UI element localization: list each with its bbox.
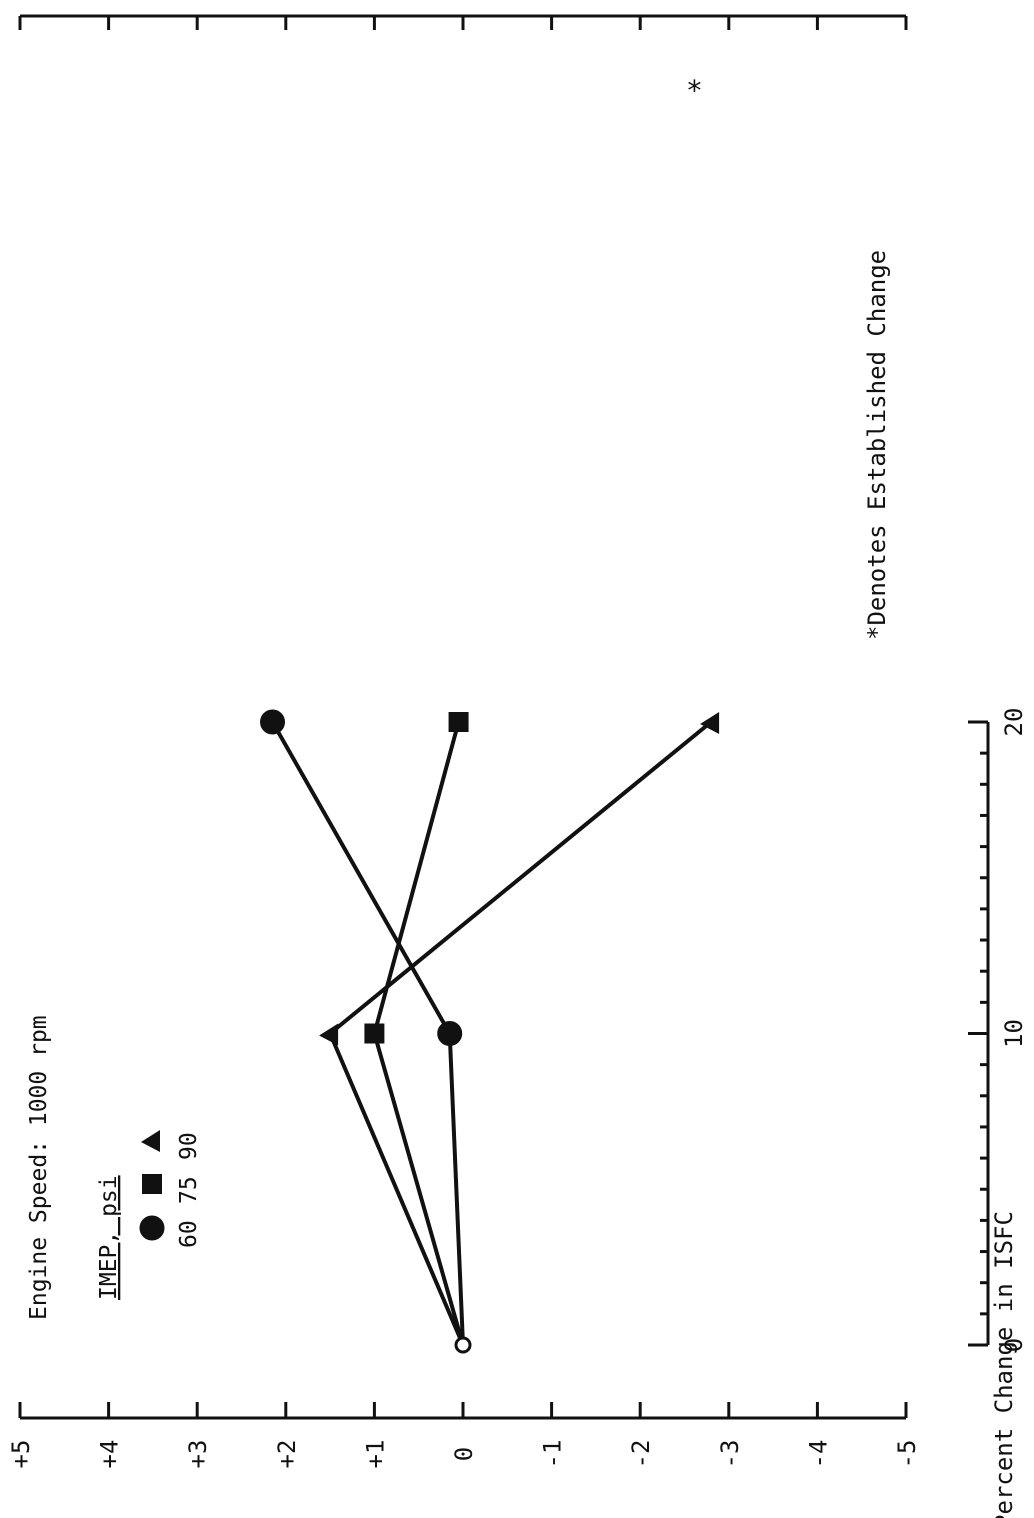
legend-label-60: 60 — [176, 1220, 202, 1248]
legend-marker-90 — [141, 1130, 160, 1152]
y-axis-label: Percent Change in ISFC — [990, 1211, 1018, 1518]
legend-title: IMEP, psi — [96, 1175, 122, 1300]
series-60 — [260, 709, 465, 1347]
data-point-75-20 — [448, 712, 469, 732]
value-tick-label: 0 — [450, 1447, 478, 1461]
x-tick-label: 20 — [1000, 708, 1028, 737]
legend-marker-75 — [142, 1174, 162, 1194]
axes: +5 +4 +3 +2 +1 0 -1 -2 -3 -4 -5 0 10 20 — [7, 14, 1028, 1469]
legend: 60 75 90 — [139, 1130, 202, 1248]
value-tick-label: -1 — [539, 1440, 567, 1469]
value-tick-label: +1 — [361, 1440, 389, 1469]
legend-marker-60 — [139, 1215, 165, 1241]
footnote: *Denotes Established Change — [863, 250, 891, 640]
annotation-title: Engine Speed: 1000 rpm — [26, 1015, 52, 1320]
legend-label-90: 90 — [176, 1132, 202, 1160]
data-point-75-10 — [364, 1023, 385, 1044]
data-point-60-10 — [437, 1021, 463, 1046]
value-tick-label: -4 — [804, 1440, 832, 1469]
data-point-90-10 — [319, 1023, 339, 1046]
value-tick-label: +3 — [184, 1440, 212, 1469]
series-75 — [364, 712, 469, 1347]
data-point-90-20 — [700, 712, 720, 734]
established-change-mark: * — [686, 74, 703, 107]
data-point-60-20 — [260, 709, 286, 735]
value-tick-label: +5 — [7, 1440, 35, 1469]
origin-point — [454, 1336, 472, 1354]
value-tick-label: +2 — [273, 1440, 301, 1469]
x-tick-label: 0 — [1000, 1338, 1028, 1352]
value-tick-label: -2 — [627, 1440, 655, 1469]
series-90 — [319, 712, 720, 1347]
value-tick-label: -3 — [716, 1440, 744, 1469]
legend-label-75: 75 — [176, 1176, 202, 1204]
value-tick-label: +4 — [96, 1440, 124, 1469]
annotation-group: Engine Speed: 1000 rpm IMEP, psi *Denote… — [26, 74, 1018, 1518]
value-tick-label: -5 — [893, 1440, 921, 1469]
x-tick-label: 10 — [1000, 1019, 1028, 1048]
series-group — [260, 709, 720, 1354]
series-line-90 — [327, 720, 714, 1347]
